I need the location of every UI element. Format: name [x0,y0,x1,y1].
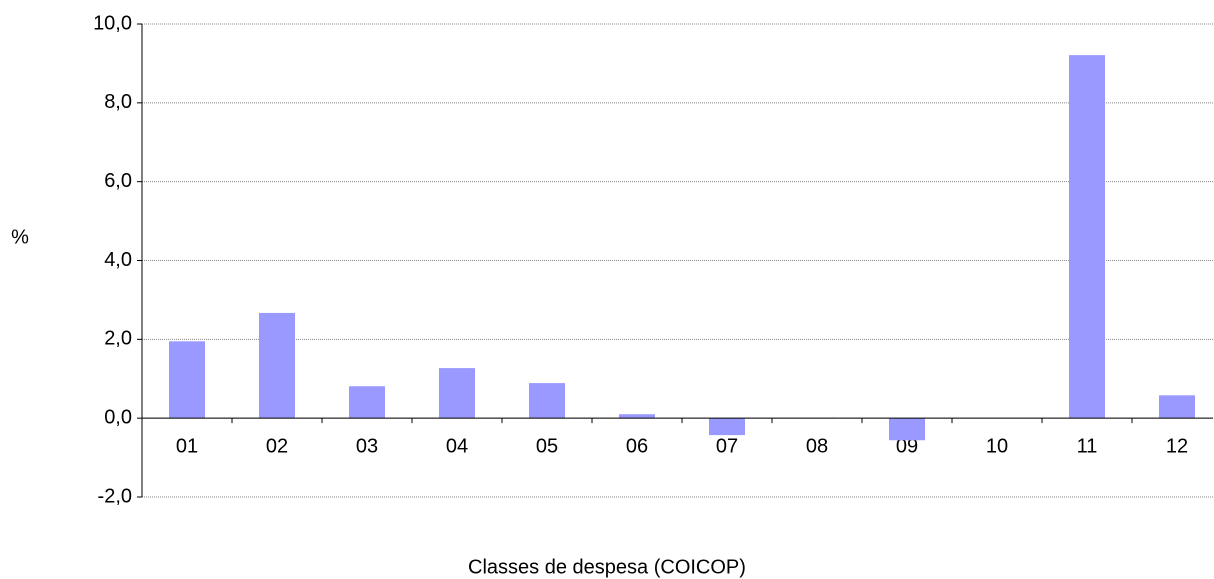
y-tick-label: 4,0 [104,249,132,271]
x-tick-label: 07 [716,435,738,457]
x-tick-label: 10 [986,435,1008,457]
x-tick-label: 12 [1166,435,1188,457]
y-tick-label: 2,0 [104,328,132,350]
y-tick-label: 10,0 [93,12,132,34]
x-tick-label: 11 [1077,435,1098,457]
x-tick-label: 09 [896,435,918,457]
x-tick-label: 05 [536,435,558,457]
bar [439,368,475,419]
x-tick-label: 03 [356,435,378,457]
bar [619,414,655,419]
bar [259,312,295,419]
bar [889,418,925,441]
y-tick-label: 8,0 [104,91,132,113]
y-tick-label: 0,0 [104,406,132,428]
bar [529,383,565,419]
x-tick-label: 02 [266,435,288,457]
bar [1159,395,1195,419]
bar [709,418,745,436]
x-tick-label: 01 [176,435,198,457]
bar [1069,55,1105,419]
x-tick-label: 04 [446,435,468,457]
y-axis-label: % [11,226,29,248]
y-tick-label: -2,0 [98,485,132,507]
bar [169,341,205,419]
x-tick-label: 08 [806,435,828,457]
x-axis-label: Classes de despesa (COICOP) [468,556,746,578]
y-tick-label: 6,0 [104,170,132,192]
x-tick-label: 06 [626,435,648,457]
bar [349,386,385,419]
